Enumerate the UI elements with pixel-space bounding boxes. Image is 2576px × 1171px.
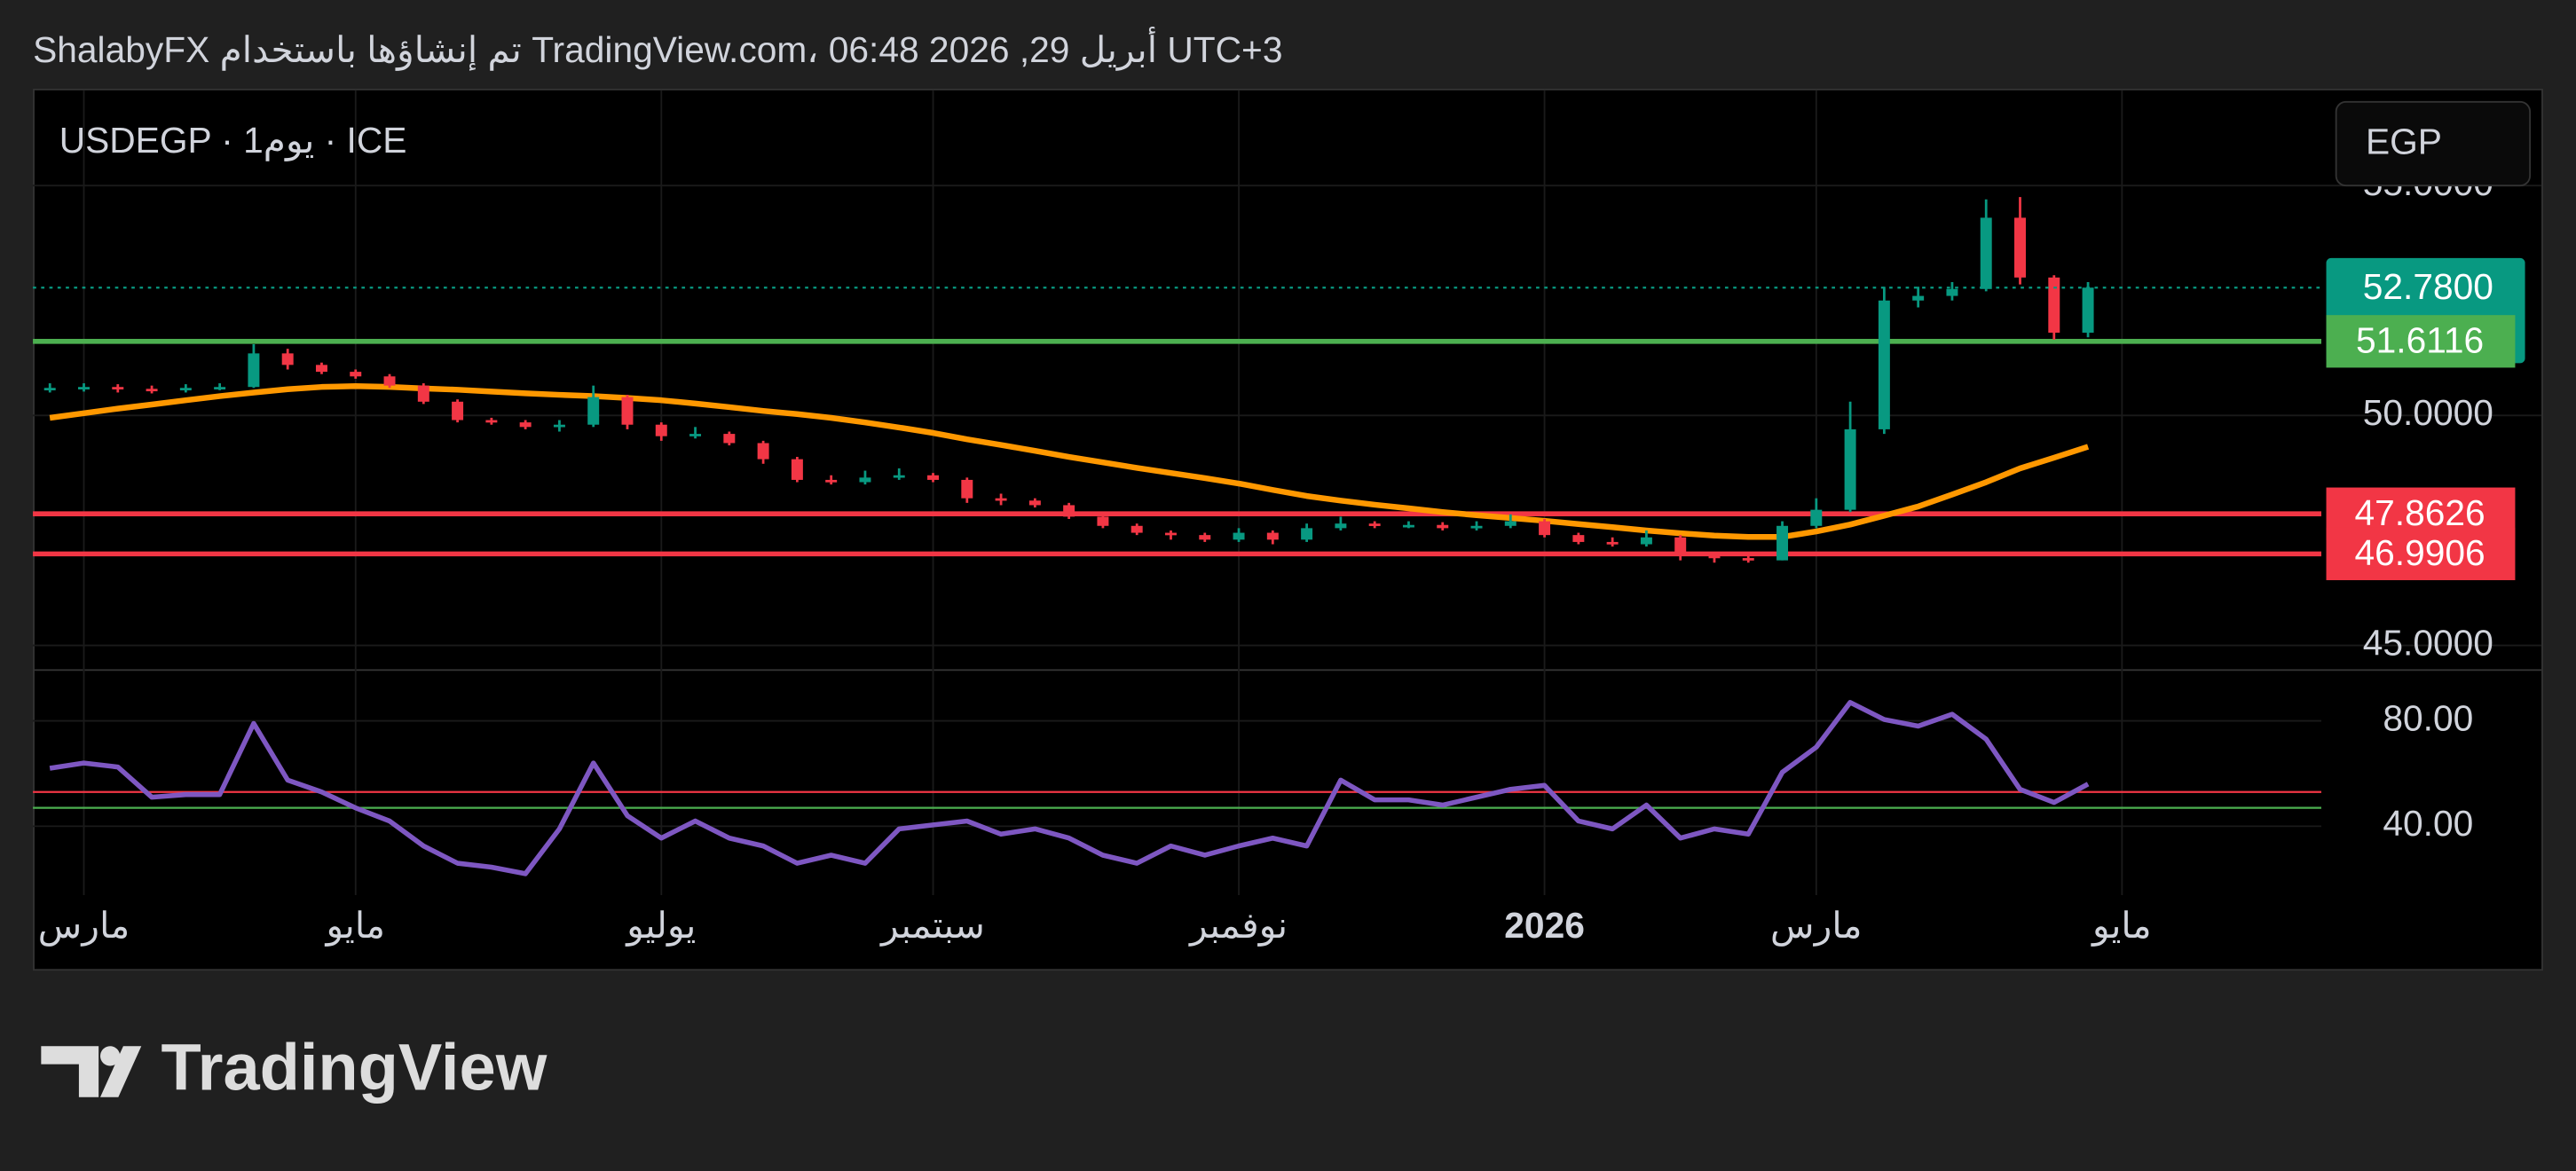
candle-body xyxy=(1301,528,1313,540)
candle-body xyxy=(350,372,362,377)
candle-body xyxy=(1946,288,1958,296)
logo-mark xyxy=(99,1046,142,1097)
y-tick-label: 50.0000 xyxy=(2363,392,2493,433)
x-tick-label: نوفمبر xyxy=(1188,905,1288,947)
currency[interactable]: EGP xyxy=(2366,122,2442,162)
candle-body xyxy=(1335,523,1347,529)
footer-logo: TradingView xyxy=(161,1030,547,1104)
candle-body xyxy=(179,388,192,391)
candle-body xyxy=(1028,500,1041,506)
candle-body xyxy=(214,387,226,389)
chart-area xyxy=(33,88,2543,971)
x-tick-label: مايو xyxy=(2091,905,2152,947)
candle-body xyxy=(1674,537,1687,556)
candle-body xyxy=(1776,525,1789,561)
candle-body xyxy=(1742,558,1754,561)
candle-body xyxy=(1402,524,1414,528)
candle-body xyxy=(723,434,736,444)
candle-body xyxy=(2082,287,2094,334)
symbol-label: USDEGP · 1يوم · ICE xyxy=(59,120,407,162)
candle-body xyxy=(2048,277,2060,334)
candle-body xyxy=(1980,217,1992,289)
candle-body xyxy=(2014,217,2026,278)
candle-body xyxy=(1810,509,1823,526)
candle-body xyxy=(621,397,634,425)
logo xyxy=(41,1046,142,1097)
x-tick-label: يوليو xyxy=(625,905,696,947)
candle-body xyxy=(43,388,56,391)
candle-body xyxy=(1708,555,1721,559)
candle-body xyxy=(1539,521,1551,536)
candle-body xyxy=(1504,521,1516,526)
candle-body xyxy=(519,422,532,428)
candle-body xyxy=(78,387,90,389)
candle-body xyxy=(1199,535,1211,540)
candle-body xyxy=(146,389,158,392)
candle-body xyxy=(587,397,600,425)
candle-body xyxy=(927,475,940,480)
candle-body xyxy=(1470,525,1483,529)
last-price-label: 52.7800 xyxy=(2363,266,2493,307)
candle-body xyxy=(485,420,498,423)
rsi-line xyxy=(49,700,2090,876)
candle-body xyxy=(1266,532,1279,540)
candle-body xyxy=(757,443,769,460)
candle-body xyxy=(112,387,124,389)
candle-body xyxy=(1233,532,1245,540)
price-line-box xyxy=(2326,315,2516,368)
y-tick-label: 40.00 xyxy=(2383,803,2473,844)
candle-body xyxy=(655,424,667,436)
price-line-label: 47.8626 xyxy=(2354,492,2485,533)
candle-body xyxy=(1097,516,1109,526)
currency-box[interactable] xyxy=(2335,100,2532,187)
candle-body xyxy=(1640,537,1652,545)
candle-body xyxy=(961,479,973,499)
candle-body xyxy=(248,353,260,388)
candle-body xyxy=(1878,300,1890,429)
x-tick-label: سبتمبر xyxy=(879,905,985,947)
candle-body xyxy=(859,477,871,483)
candle-body xyxy=(995,498,1007,501)
price-line-box xyxy=(2326,527,2516,580)
header: ShalabyFX تم إنشاؤها باستخدام TradingVie… xyxy=(33,25,1282,72)
candle-body xyxy=(689,434,702,436)
candle-body xyxy=(315,365,327,373)
candle-body xyxy=(1606,541,1619,545)
candle-body xyxy=(825,479,838,483)
candle-body xyxy=(1572,535,1585,542)
candle-body xyxy=(553,424,565,428)
candle-body xyxy=(1844,428,1856,510)
candle-body xyxy=(1437,524,1449,529)
candle-body xyxy=(1368,523,1381,526)
candle-body xyxy=(1165,532,1177,536)
candle-body xyxy=(281,353,294,365)
candle-body xyxy=(893,475,905,478)
logo-mark xyxy=(99,1046,121,1066)
candle-body xyxy=(1063,505,1075,517)
plot: مارسمايويوليوسبتمبرنوفمبر2026مارسمايو55.… xyxy=(33,90,2542,947)
x-tick-label: 2026 xyxy=(1504,905,1585,946)
y-tick-label: 45.0000 xyxy=(2363,622,2493,663)
candle-body xyxy=(791,459,803,480)
y-tick-label: 80.00 xyxy=(2383,697,2473,738)
candle-body xyxy=(1912,295,1925,301)
x-tick-label: مارس xyxy=(38,905,130,947)
candle-body xyxy=(417,385,429,402)
x-tick-label: مايو xyxy=(324,905,385,947)
price-line-label: 51.6116 xyxy=(2356,319,2484,360)
price-line-label: 46.9906 xyxy=(2354,532,2485,573)
x-tick-label: مارس xyxy=(1770,905,1863,947)
candle-body xyxy=(383,376,396,386)
logo-mark xyxy=(41,1046,99,1097)
candle-body xyxy=(452,401,464,420)
candle-body xyxy=(1130,525,1143,533)
